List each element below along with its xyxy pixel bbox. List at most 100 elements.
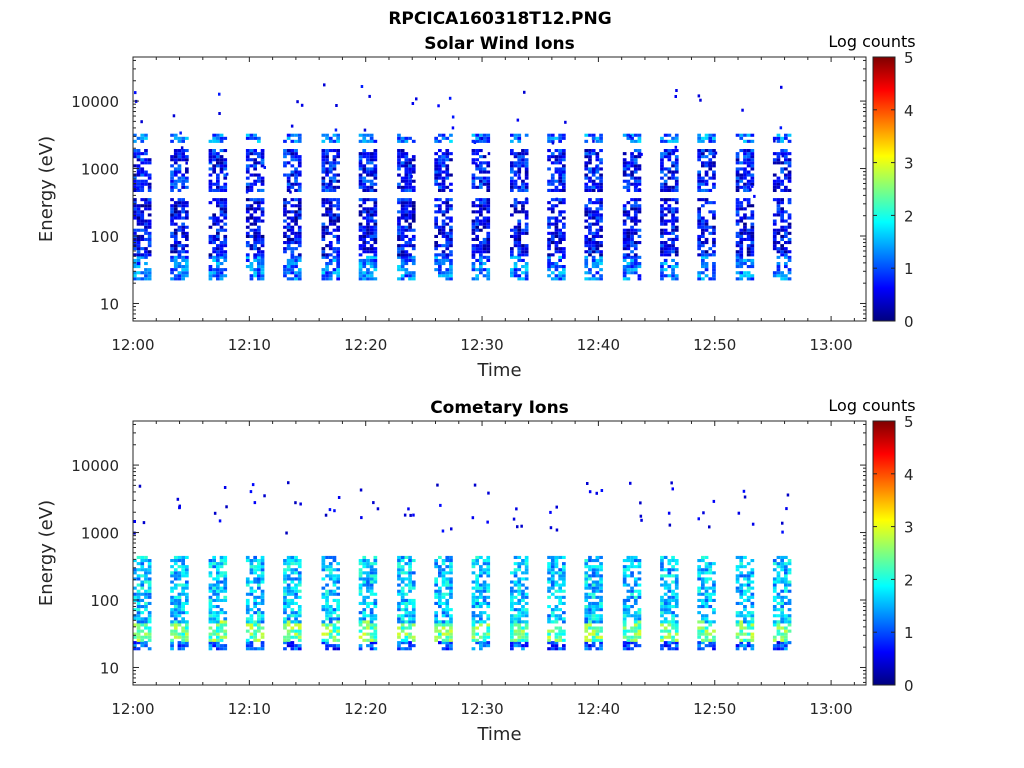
heatmap-cell <box>471 262 476 266</box>
heatmap-cell <box>408 244 412 248</box>
heatmap-cell <box>471 244 476 248</box>
heatmap-cell <box>290 255 295 259</box>
heatmap-cell <box>633 139 638 143</box>
heatmap-cell <box>591 234 596 238</box>
heatmap-cell <box>591 589 596 593</box>
heatmap-cell <box>558 255 562 259</box>
heatmap-cell <box>671 574 675 578</box>
heatmap-cell <box>482 201 487 205</box>
heatmap-cell <box>704 595 709 599</box>
heatmap-cell <box>286 641 291 645</box>
heatmap-cell <box>332 271 337 275</box>
heatmap-cell <box>554 268 559 272</box>
heatmap-cell <box>366 161 370 165</box>
heatmap-cell <box>136 136 141 140</box>
heatmap-cell <box>674 629 679 633</box>
heatmap-cell <box>784 158 788 162</box>
heatmap-cell <box>325 592 329 596</box>
heatmap-cell <box>482 216 487 220</box>
heatmap-cell <box>776 213 781 217</box>
heatmap-cell <box>750 231 755 235</box>
heatmap-cell <box>449 237 453 241</box>
heatmap-cell <box>249 565 254 569</box>
heatmap-cell <box>212 611 216 615</box>
heatmap-cell <box>441 244 446 248</box>
heatmap-cell <box>441 647 446 651</box>
heatmap-cell <box>438 167 442 171</box>
heatmap-cell <box>550 136 555 140</box>
heatmap-cell <box>441 608 446 612</box>
heatmap-cell <box>701 277 705 281</box>
heatmap-cell <box>704 586 709 590</box>
heatmap-cell <box>245 244 250 248</box>
heatmap-cell <box>510 626 514 630</box>
heatmap-cell <box>140 222 145 226</box>
heatmap-cell <box>595 139 600 143</box>
heatmap-cell <box>746 133 751 137</box>
heatmap-cell <box>554 225 559 229</box>
heatmap-cell <box>441 562 446 566</box>
heatmap-cell <box>547 265 551 269</box>
heatmap-cell <box>297 170 302 174</box>
heatmap-cell <box>144 255 148 259</box>
heatmap-cell <box>173 559 178 563</box>
heatmap-cell <box>177 577 182 581</box>
heatmap-cell <box>517 568 522 572</box>
heatmap-cell <box>404 268 409 272</box>
heatmap-cell <box>554 608 559 612</box>
heatmap-cell <box>517 555 522 559</box>
heatmap-cell <box>671 231 675 235</box>
heatmap-cell <box>359 159 362 163</box>
heatmap-cell <box>136 641 141 645</box>
heatmap-cell <box>286 605 291 609</box>
heatmap-cell <box>136 204 141 208</box>
heatmap-cell <box>479 244 483 248</box>
heatmap-cell <box>712 152 716 156</box>
heatmap-cell <box>475 555 479 559</box>
heatmap-cell <box>591 565 596 569</box>
heatmap-cell <box>633 626 638 630</box>
heatmap-cell <box>482 167 487 171</box>
heatmap-cell <box>328 222 333 226</box>
heatmap-cell <box>599 577 603 581</box>
heatmap-cell <box>358 623 363 627</box>
heatmap-cell <box>750 617 755 621</box>
heatmap-cell <box>475 234 479 238</box>
heatmap-cell <box>708 201 713 205</box>
heatmap-cell <box>674 182 679 186</box>
heatmap-cell <box>524 247 529 251</box>
heatmap-cell <box>697 170 701 174</box>
heatmap-cell <box>787 623 792 627</box>
heatmap-cell <box>219 155 224 159</box>
heatmap-cell <box>704 170 709 174</box>
heatmap-cell <box>633 241 638 245</box>
heatmap-cell <box>739 623 744 627</box>
heatmap-cell <box>712 164 716 168</box>
heatmap-cell <box>449 555 453 559</box>
heatmap-cell <box>181 234 185 238</box>
heatmap-cell <box>404 234 409 238</box>
heatmap-cell <box>249 490 253 494</box>
heatmap-cell <box>283 198 287 202</box>
heatmap-cell <box>290 247 295 251</box>
heatmap-cell <box>479 164 483 168</box>
heatmap-cell <box>599 182 603 186</box>
heatmap-cell <box>743 231 747 235</box>
heatmap-cell <box>449 632 453 636</box>
heatmap-cell <box>251 483 255 487</box>
heatmap-cell <box>449 614 453 618</box>
heatmap-cell <box>708 632 713 636</box>
heatmap-cell <box>133 277 137 281</box>
heatmap-cell <box>562 265 566 269</box>
heatmap-cell <box>486 198 491 202</box>
heatmap-cell <box>208 601 213 605</box>
heatmap-cell <box>510 170 514 174</box>
heatmap-cell <box>445 241 450 245</box>
heatmap-cell <box>286 559 291 563</box>
heatmap-cell <box>558 638 562 642</box>
heatmap-cell <box>366 620 370 624</box>
heatmap-cell <box>787 170 792 174</box>
heatmap-cell <box>441 188 446 192</box>
heatmap-cell <box>697 216 701 220</box>
heatmap-cell <box>471 182 476 186</box>
